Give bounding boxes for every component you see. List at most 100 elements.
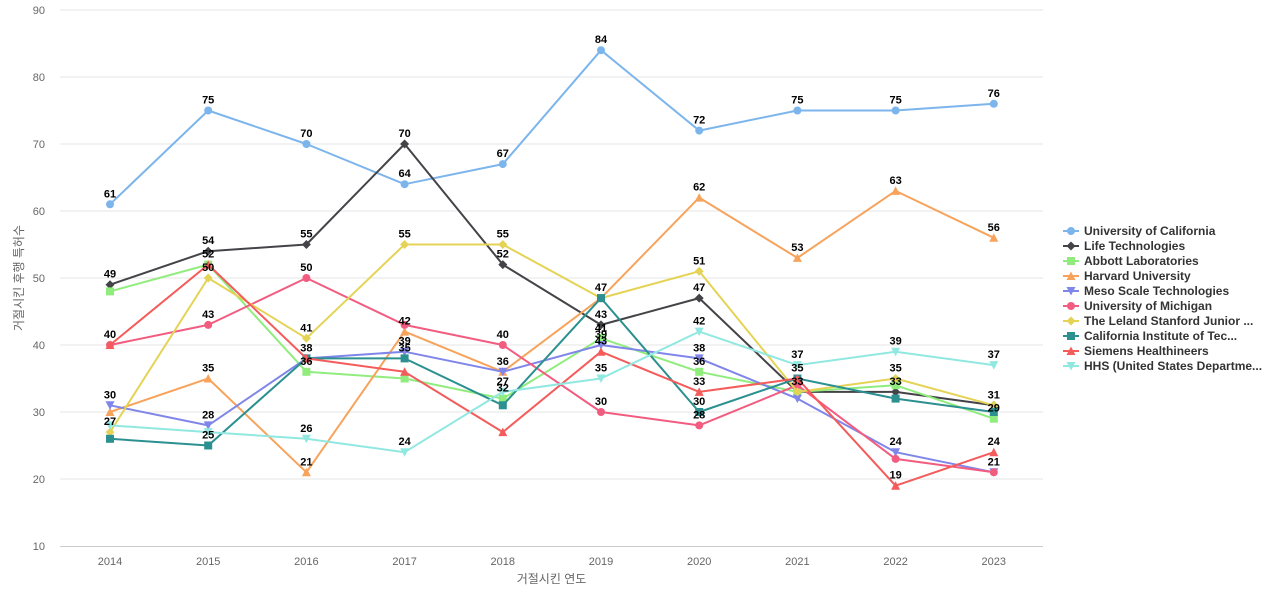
data-point — [792, 361, 802, 370]
legend-item: University of California — [1063, 224, 1216, 238]
legend-label: HHS (United States Departme... — [1084, 359, 1262, 373]
data-point — [203, 273, 213, 283]
series-8 — [105, 260, 999, 490]
data-point — [793, 381, 802, 390]
data-label: 70 — [398, 128, 410, 140]
series-line — [109, 189, 995, 474]
data-point — [106, 200, 114, 209]
legend-item: University of Michigan — [1063, 299, 1212, 313]
data-label: 76 — [988, 88, 1000, 100]
data-point — [400, 180, 409, 189]
data-label: 53 — [791, 242, 803, 254]
legend-label: University of Michigan — [1084, 299, 1212, 313]
series-line — [109, 143, 994, 407]
data-point — [498, 394, 507, 403]
y-tick-label: 60 — [33, 206, 45, 218]
data-point — [203, 260, 213, 269]
data-label: 39 — [889, 336, 901, 348]
legend-label: Life Technologies — [1084, 239, 1185, 253]
data-point — [203, 428, 213, 437]
legend-label: Abbott Laboratories — [1084, 254, 1199, 268]
data-label: 63 — [889, 175, 901, 187]
data-label: 26 — [300, 423, 312, 435]
y-axis-title: 거절시킨 후행 특허수 — [11, 225, 26, 331]
data-point — [498, 341, 507, 349]
data-label: 38 — [300, 342, 312, 354]
series-line — [109, 344, 995, 474]
data-label: 19 — [889, 470, 901, 482]
y-tick-label: 30 — [33, 407, 45, 419]
data-point — [989, 361, 999, 370]
data-point — [694, 354, 704, 363]
data-point — [596, 374, 606, 383]
data-point — [106, 287, 114, 296]
data-label: 36 — [693, 356, 705, 368]
legend-label: Harvard University — [1084, 269, 1191, 283]
data-point — [302, 274, 311, 282]
x-tick-label: 2022 — [883, 556, 907, 568]
data-point — [596, 347, 606, 356]
data-point — [203, 374, 213, 383]
legend-label: California Institute of Tec... — [1084, 329, 1237, 343]
series-0 — [106, 46, 998, 209]
data-point — [203, 421, 213, 430]
data-label: 62 — [693, 182, 705, 194]
data-point — [302, 140, 311, 148]
data-point — [301, 353, 311, 363]
data-point — [498, 387, 508, 397]
x-tick-label: 2021 — [785, 556, 809, 568]
y-axis-ticks: 10 20 30 40 50 60 70 80 90 — [33, 5, 45, 553]
data-point — [301, 333, 311, 343]
data-point — [302, 367, 311, 376]
series-line — [109, 297, 994, 447]
data-point — [891, 394, 900, 403]
y-tick-label: 70 — [33, 139, 45, 151]
data-label: 47 — [693, 282, 705, 294]
legend-marker — [1067, 227, 1075, 235]
data-point — [204, 106, 213, 115]
data-point — [891, 448, 901, 457]
data-label: 75 — [791, 95, 803, 107]
data-label: 40 — [497, 329, 509, 341]
series-layer — [105, 46, 999, 490]
data-label: 35 — [398, 342, 410, 354]
data-label: 37 — [791, 349, 803, 361]
data-label: 24 — [889, 436, 902, 448]
data-point — [301, 240, 311, 249]
data-point — [694, 387, 704, 396]
x-tick-label: 2018 — [491, 556, 515, 568]
data-label: 64 — [398, 168, 411, 180]
data-label: 41 — [300, 322, 312, 334]
data-point — [105, 401, 115, 410]
data-label: 52 — [202, 249, 214, 261]
x-tick-label: 2015 — [196, 556, 220, 568]
x-tick-label: 2019 — [589, 556, 613, 568]
data-point — [891, 481, 901, 490]
data-point — [694, 293, 704, 303]
series-line — [109, 243, 995, 433]
data-label: 21 — [988, 456, 1000, 468]
data-point — [891, 454, 900, 463]
data-point — [105, 421, 115, 430]
data-label: 75 — [889, 95, 901, 107]
data-label: 41 — [595, 322, 607, 334]
data-label: 36 — [300, 356, 312, 368]
legend-label: Meso Scale Technologies — [1084, 284, 1229, 298]
data-point — [989, 99, 998, 108]
data-point — [105, 280, 115, 290]
legend-item: The Leland Stanford Junior ... — [1063, 314, 1253, 328]
data-label: 35 — [889, 363, 901, 375]
data-label: 50 — [202, 262, 214, 274]
series-line — [109, 263, 995, 487]
data-label: 33 — [693, 376, 705, 388]
x-axis-title: 거절시킨 연도 — [517, 572, 587, 586]
data-point — [498, 427, 508, 437]
y-tick-label: 20 — [33, 474, 45, 486]
data-label: 39 — [398, 336, 410, 348]
data-label: 39 — [595, 329, 607, 341]
legend-item: Siemens Healthineers — [1063, 344, 1209, 358]
data-point — [400, 240, 410, 249]
data-point — [400, 327, 410, 336]
data-point — [695, 126, 704, 135]
